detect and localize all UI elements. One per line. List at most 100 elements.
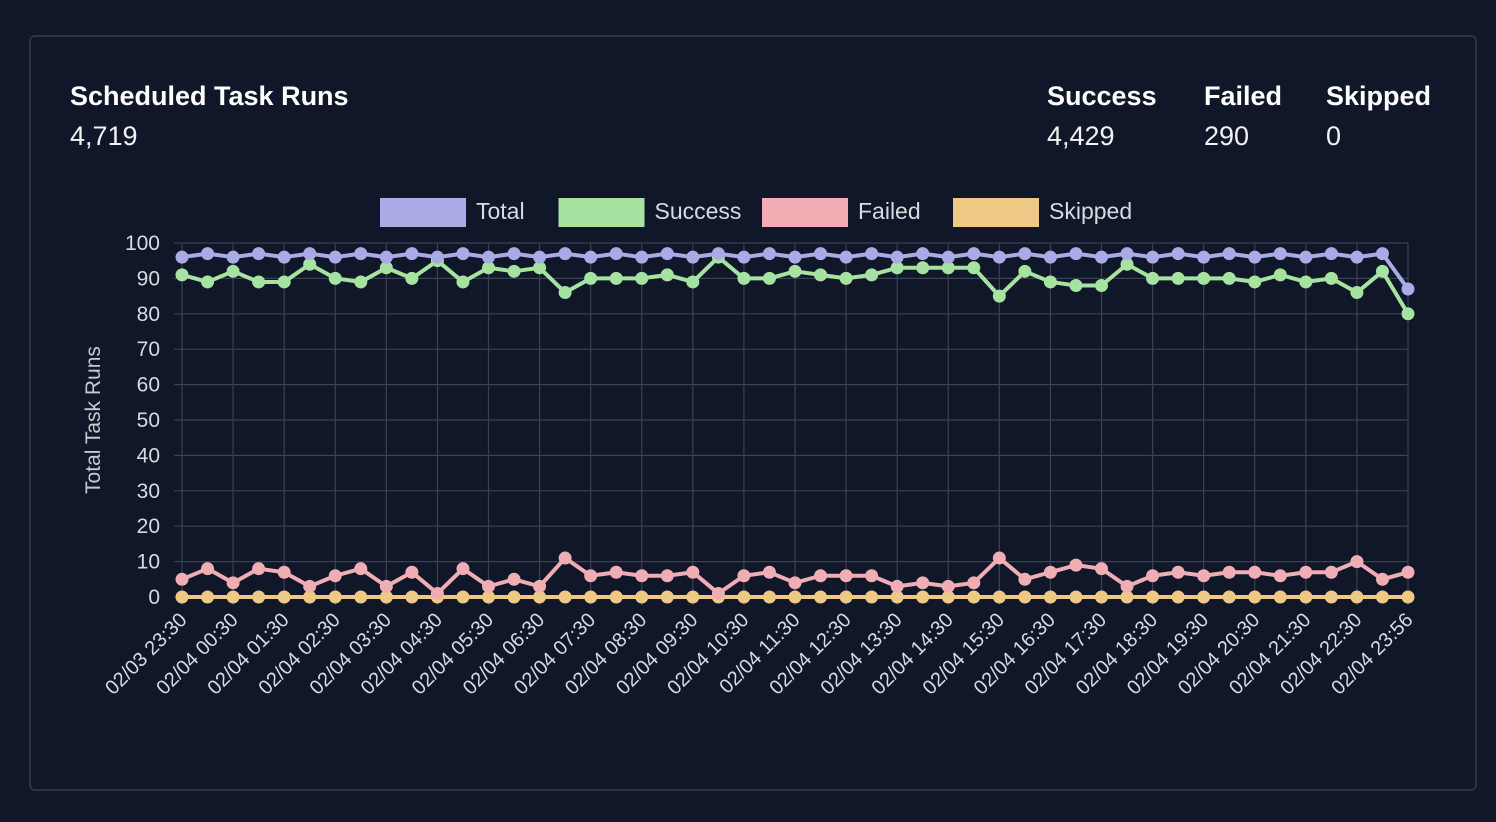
data-point-skipped <box>686 590 700 604</box>
data-point-failed <box>1299 565 1313 579</box>
data-point-total <box>737 250 751 264</box>
data-point-success <box>1273 268 1287 282</box>
data-point-failed <box>941 579 955 593</box>
data-point-success <box>814 268 828 282</box>
data-point-success <box>584 271 598 285</box>
data-point-skipped <box>1120 590 1134 604</box>
data-point-skipped <box>941 590 955 604</box>
legend-swatch-total <box>380 198 466 227</box>
data-point-failed <box>1043 565 1057 579</box>
y-tick-label: 90 <box>137 267 160 290</box>
success-label: Success <box>1047 81 1157 111</box>
y-tick-label: 50 <box>137 409 160 432</box>
data-point-success <box>482 261 495 275</box>
data-point-success <box>992 289 1006 303</box>
y-tick-label: 60 <box>137 374 160 397</box>
data-point-skipped <box>635 590 649 604</box>
data-point-skipped <box>1069 590 1083 604</box>
data-point-skipped <box>405 590 419 604</box>
data-point-success <box>1120 257 1134 271</box>
data-point-total <box>814 247 828 261</box>
y-tick-label: 20 <box>137 515 160 538</box>
y-tick-label: 10 <box>137 551 160 574</box>
data-point-skipped <box>967 590 981 604</box>
data-point-skipped <box>890 590 904 604</box>
data-point-skipped <box>533 590 547 604</box>
data-point-failed <box>711 586 725 600</box>
data-point-skipped <box>354 590 368 604</box>
data-point-skipped <box>788 590 802 604</box>
data-point-total <box>379 250 393 264</box>
data-point-failed <box>1401 565 1415 579</box>
data-point-success <box>865 268 879 282</box>
data-point-success <box>686 275 700 289</box>
data-point-success <box>635 271 649 285</box>
data-point-success <box>762 271 776 285</box>
data-point-skipped <box>1324 590 1338 604</box>
data-point-skipped <box>379 590 393 604</box>
data-point-skipped <box>1043 590 1057 604</box>
data-point-skipped <box>916 590 930 604</box>
data-point-total <box>1018 247 1032 261</box>
data-point-success <box>1299 275 1313 289</box>
data-point-total <box>1069 247 1083 261</box>
data-point-total <box>1375 247 1389 261</box>
data-point-total <box>967 247 981 261</box>
data-point-success <box>1069 278 1083 292</box>
data-point-skipped <box>1350 590 1364 604</box>
data-point-failed <box>201 562 215 576</box>
data-point-failed <box>609 565 623 579</box>
data-point-failed <box>1248 565 1262 579</box>
data-point-success <box>277 275 291 289</box>
data-point-skipped <box>762 590 776 604</box>
data-point-failed <box>584 569 598 583</box>
data-point-success <box>226 264 240 278</box>
legend-label-skipped: Skipped <box>1049 198 1132 224</box>
data-point-total <box>405 247 419 261</box>
data-point-total <box>609 247 623 261</box>
data-point-total <box>175 250 189 264</box>
data-point-total <box>507 247 521 261</box>
data-point-failed <box>814 569 828 583</box>
data-point-success <box>175 268 189 282</box>
y-tick-label: 100 <box>125 232 160 255</box>
y-tick-label: 0 <box>148 586 160 609</box>
data-point-success <box>890 261 904 275</box>
data-point-skipped <box>482 590 495 604</box>
data-point-success <box>1375 264 1389 278</box>
data-point-total <box>430 250 444 264</box>
data-point-success <box>1043 275 1057 289</box>
data-point-total <box>303 247 317 261</box>
data-point-success <box>379 261 393 275</box>
data-point-success <box>788 264 802 278</box>
data-point-failed <box>992 551 1006 565</box>
data-point-success <box>456 275 470 289</box>
y-tick-label: 40 <box>137 444 160 467</box>
data-point-success <box>558 286 572 300</box>
data-point-failed <box>1222 565 1236 579</box>
data-point-success <box>201 275 215 289</box>
data-point-skipped <box>865 590 879 604</box>
data-point-total <box>1120 247 1134 261</box>
data-point-success <box>507 264 521 278</box>
data-point-skipped <box>226 590 240 604</box>
data-point-total <box>916 247 930 261</box>
data-point-total <box>1197 250 1211 264</box>
data-point-skipped <box>1095 590 1108 604</box>
data-point-total <box>1273 247 1287 261</box>
data-point-skipped <box>1018 590 1032 604</box>
data-point-skipped <box>1171 590 1185 604</box>
data-point-total <box>1248 250 1262 264</box>
data-point-success <box>609 271 623 285</box>
data-point-failed <box>558 551 572 565</box>
data-point-skipped <box>1375 590 1389 604</box>
data-point-total <box>1350 250 1364 264</box>
data-point-total <box>660 247 674 261</box>
data-point-success <box>1222 271 1236 285</box>
data-point-failed <box>916 576 930 590</box>
data-point-success <box>660 268 674 282</box>
data-point-success <box>1018 264 1032 278</box>
data-point-success <box>1171 271 1185 285</box>
data-point-success <box>1197 271 1211 285</box>
